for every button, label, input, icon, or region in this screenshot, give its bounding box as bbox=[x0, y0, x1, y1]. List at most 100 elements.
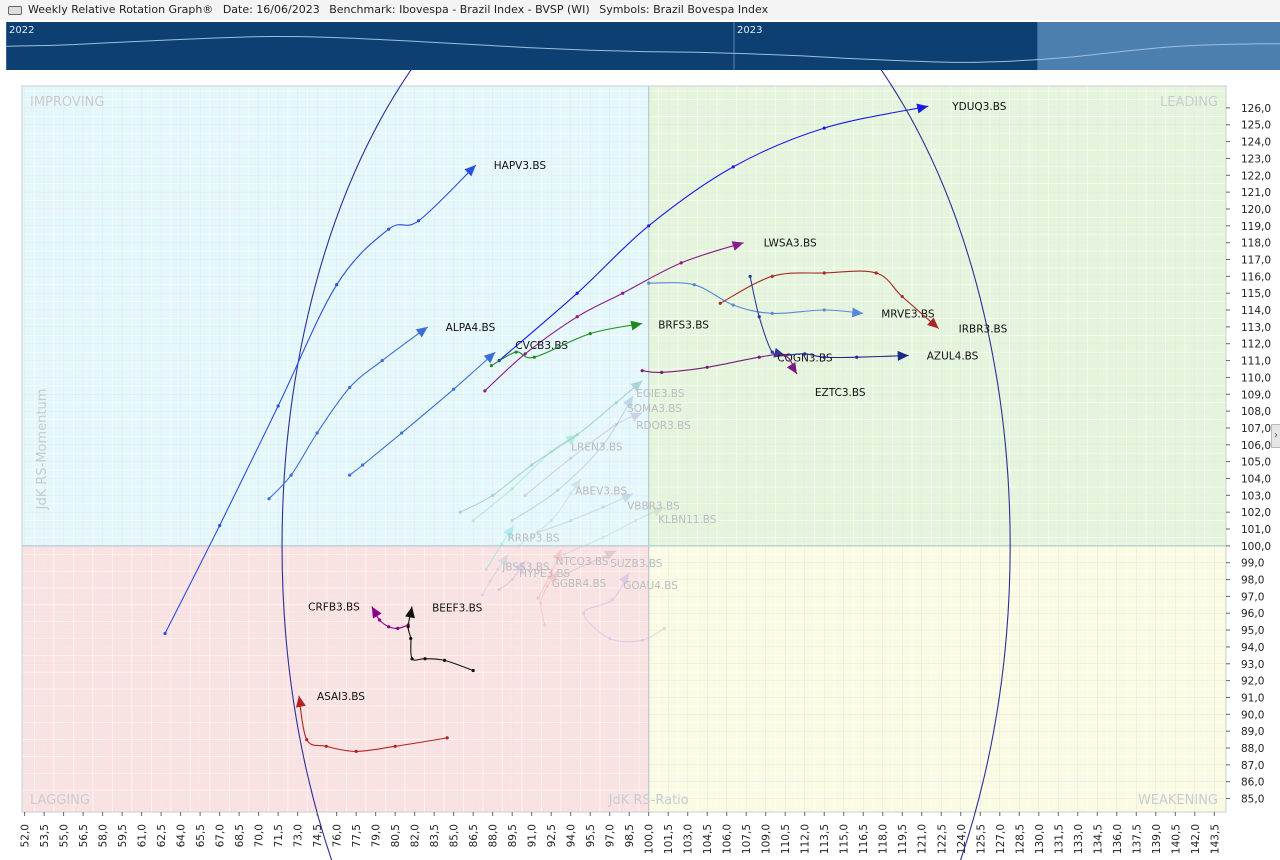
series-point bbox=[380, 358, 384, 363]
series-point bbox=[588, 332, 592, 336]
series-label: GGBR4.BS bbox=[552, 578, 607, 590]
series-point bbox=[562, 572, 566, 577]
x-tick-label: 127,0 bbox=[995, 824, 1007, 854]
series-ALPA4.BS bbox=[267, 326, 429, 501]
series-point bbox=[163, 631, 167, 636]
y-tick-label: 90,0 bbox=[1241, 709, 1264, 721]
series-KLBN11.BS bbox=[562, 506, 665, 556]
x-tick-label: 133,0 bbox=[1073, 824, 1085, 854]
x-tick-label: 121,0 bbox=[917, 824, 929, 854]
series-label: KLBN11.BS bbox=[658, 514, 717, 526]
series-line bbox=[485, 525, 514, 570]
series-point bbox=[731, 303, 735, 307]
grid-major bbox=[22, 86, 1226, 812]
y-tick-label: 94,0 bbox=[1241, 642, 1264, 654]
series-point bbox=[348, 385, 352, 390]
series-point bbox=[679, 261, 683, 265]
x-tick-label: 112,0 bbox=[800, 824, 812, 854]
series-IRBR3.BS bbox=[718, 270, 940, 330]
series-line bbox=[648, 282, 864, 315]
series-point bbox=[387, 227, 391, 231]
y-tick-label: 126,0 bbox=[1241, 103, 1271, 115]
series-label: CRFB3.BS bbox=[308, 601, 360, 613]
series-label: BEEF3.BS bbox=[432, 602, 483, 614]
series-point bbox=[783, 353, 787, 358]
series-point bbox=[354, 749, 358, 753]
quadrant-leading bbox=[648, 86, 1226, 546]
x-tick-label: 71,5 bbox=[273, 824, 285, 847]
series-point bbox=[718, 301, 722, 305]
series-label: SUZB3.BS bbox=[610, 558, 663, 570]
series-line bbox=[537, 493, 634, 533]
x-tick-label: 125,5 bbox=[975, 824, 987, 854]
y-tick-label: 115,0 bbox=[1241, 288, 1271, 300]
series-head-arrow bbox=[547, 571, 558, 584]
scroll-right-icon[interactable]: › bbox=[1271, 424, 1280, 448]
series-head-arrow bbox=[565, 434, 578, 445]
y-tick-label: 118,0 bbox=[1241, 238, 1271, 250]
x-tick-label: 110,5 bbox=[780, 824, 792, 854]
series-line bbox=[481, 553, 509, 595]
x-tick-label: 79,0 bbox=[371, 824, 383, 847]
x-tick-label: 53,5 bbox=[39, 824, 51, 847]
app-icon bbox=[8, 6, 22, 15]
series-point bbox=[621, 291, 625, 295]
series-HAPV3.BS bbox=[163, 164, 477, 636]
series-point bbox=[539, 601, 543, 605]
y-tick-label: 110,0 bbox=[1241, 372, 1271, 384]
series-head-arrow bbox=[630, 320, 643, 331]
x-tick-label: 131,5 bbox=[1053, 824, 1065, 854]
x-tick-label: 92,5 bbox=[546, 824, 558, 847]
series-line bbox=[583, 572, 665, 643]
series-point bbox=[610, 598, 614, 602]
y-tick-label: 116,0 bbox=[1241, 271, 1271, 283]
series-point bbox=[748, 274, 752, 278]
series-head-arrow bbox=[619, 572, 630, 585]
series-point bbox=[445, 736, 449, 740]
series-label: HAPV3.BS bbox=[494, 160, 547, 172]
quadrant-label-leading: LEADING bbox=[1160, 95, 1218, 110]
series-point bbox=[608, 636, 612, 641]
series-point bbox=[483, 389, 487, 393]
x-tick-label: 74,5 bbox=[312, 824, 324, 847]
series-point bbox=[822, 271, 826, 275]
x-tick-label: 61,0 bbox=[137, 824, 149, 847]
x-tick-label: 136,0 bbox=[1112, 824, 1124, 854]
series-COGN3.BS bbox=[748, 274, 786, 358]
series-head-arrow bbox=[916, 103, 929, 114]
series-point bbox=[614, 422, 618, 427]
x-tick-label: 97,0 bbox=[605, 824, 617, 847]
quadrant-label-weakening: WEAKENING bbox=[1138, 793, 1218, 808]
y-tick-label: 96,0 bbox=[1241, 608, 1264, 620]
series-RRRP3.BS bbox=[484, 525, 514, 572]
series-ABEV3.BS bbox=[517, 478, 582, 548]
series-point bbox=[634, 518, 638, 523]
series-point bbox=[545, 584, 549, 588]
series-GGBR4.BS bbox=[539, 570, 559, 627]
rotation-ellipse bbox=[281, 70, 1011, 860]
series-point bbox=[803, 352, 807, 356]
x-tick-label: 140,5 bbox=[1170, 824, 1182, 854]
x-tick-label: 116,5 bbox=[858, 824, 870, 854]
series-point bbox=[517, 544, 521, 548]
series-point bbox=[536, 596, 540, 600]
timeline-navigator[interactable]: 2022 2023 bbox=[6, 22, 1280, 70]
rrg-chart: IMPROVING LEADING LAGGING WEAKENING JdK RS-R… bbox=[20, 70, 1271, 860]
x-tick-label: 58,0 bbox=[98, 824, 110, 847]
series-point bbox=[377, 618, 382, 622]
y-tick-label: 86,0 bbox=[1241, 777, 1264, 789]
series-line bbox=[540, 570, 559, 626]
series-point bbox=[660, 370, 664, 374]
y-tick-label: 109,0 bbox=[1241, 389, 1271, 401]
series-point bbox=[757, 315, 761, 319]
y-tick-label: 100,0 bbox=[1241, 541, 1271, 553]
series-label: MRVE3.BS bbox=[881, 308, 935, 320]
x-tick-label: 137,5 bbox=[1131, 824, 1143, 854]
y-tick-label: 104,0 bbox=[1241, 473, 1271, 485]
window-symbols: Symbols: Brazil Bovespa Index bbox=[599, 3, 769, 16]
series-point bbox=[416, 219, 421, 223]
y-tick-label: 117,0 bbox=[1241, 254, 1271, 266]
quadrant-weakening bbox=[648, 545, 1226, 812]
series-label: YDUQ3.BS bbox=[951, 101, 1006, 113]
x-tick-label: 95,5 bbox=[585, 824, 597, 847]
